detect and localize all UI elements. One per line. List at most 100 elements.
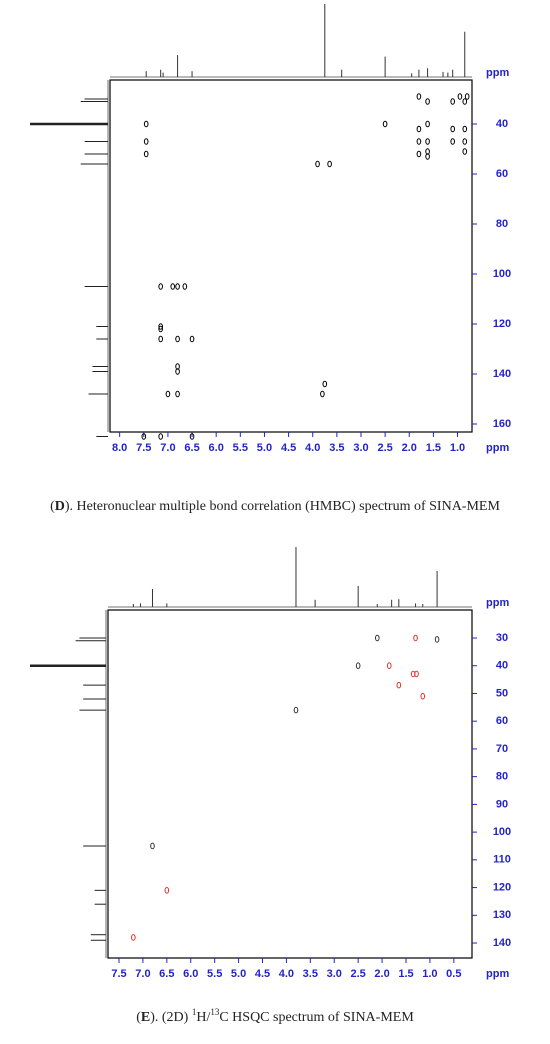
cross-peak [165,390,171,398]
y-tick-label: 90 [496,798,508,810]
x-tick-label: 1.0 [450,442,465,454]
caption: (D). Heteronuclear multiple bond correla… [50,499,500,514]
cross-peak [158,283,163,290]
cross-peak [170,283,176,290]
cross-peak [175,363,180,370]
x-tick-label: 5.0 [257,442,272,454]
cross-peak [434,636,440,643]
x-tick-label: 6.5 [184,442,199,454]
cross-peak [189,433,195,440]
cross-peak [374,634,380,642]
cross-peak [158,325,163,333]
caption-part: E [141,1010,150,1025]
x-tick-label: 3.0 [353,442,368,454]
y-tick-label: 80 [496,771,508,783]
x-tick-label: 7.0 [135,968,150,980]
y-axis-label: ppm [486,597,509,609]
cross-peak [425,138,430,145]
cross-peak [464,93,470,100]
cross-peak [416,125,422,133]
cross-peak [158,323,163,330]
caption-part: ). (2D) [150,1010,192,1025]
x-tick-label: 4.5 [255,968,270,980]
cross-peak [131,934,136,941]
y-tick-label: 100 [493,826,511,838]
cross-peak [425,98,430,105]
y-tick-label: 160 [493,418,511,430]
cross-peak [416,138,422,145]
x-tick-label: 2.0 [374,968,389,980]
cross-peak [322,380,328,388]
cross-peak [158,433,163,440]
x-tick-label: 8.0 [112,442,127,454]
y-tick-label: 140 [493,937,511,949]
cross-peak [382,120,388,128]
caption-part: D [55,499,65,514]
x-tick-label: 7.5 [136,442,151,454]
y-tick-label: 70 [496,743,508,755]
cross-peak [175,368,180,375]
cross-peak [425,148,430,155]
cross-peak [315,160,320,168]
cross-peak [143,120,149,128]
cross-peak [150,842,155,850]
caption: (E). (2D) 1H/13C HSQC spectrum of SINA-M… [136,1007,414,1025]
y-tick-label: 130 [493,909,511,921]
caption-part: H/ [196,1010,210,1025]
cross-peak [320,390,325,398]
spectrum-panel: 8.0 7.5 7.0 6.5 6.0 5.5 5.0 4.5 4.0 3.5 3.0 2.5 2.0 1… [30,4,511,514]
x-tick-label: 4.0 [305,442,320,454]
cross-peak [396,681,402,689]
cross-peak [143,150,149,158]
x-axis-label: ppm [486,442,509,454]
x-tick-label: 2.5 [377,442,392,454]
x-tick-label: 6.5 [159,968,174,980]
x-tick-label: 1.5 [398,968,413,980]
x-tick-label: 2.5 [351,968,366,980]
y-tick-label: 60 [496,168,508,180]
cross-peak [416,93,422,100]
caption-part: 1 [192,1007,197,1017]
x-tick-label: 6.0 [183,968,198,980]
cross-peak [293,706,299,714]
y-tick-label: 40 [496,118,508,130]
cross-peak [413,634,418,642]
cross-peak [355,662,361,670]
x-tick-label: 5.0 [231,968,246,980]
cross-peak [175,335,180,343]
cross-peak [386,662,392,670]
plot-frame [109,79,473,433]
x-tick-label: 0.5 [446,968,461,980]
cross-peak [457,93,463,100]
cross-peak [175,283,180,290]
cross-peak [182,283,188,290]
x-tick-label: 3.5 [303,968,318,980]
cross-peak [462,98,468,105]
cross-peak [425,120,430,128]
x-tick-label: 3.5 [329,442,344,454]
x-tick-label: 1.5 [426,442,441,454]
cross-peak [462,125,468,133]
x-tick-label: 5.5 [207,968,222,980]
x-tick-label: 4.0 [279,968,294,980]
y-tick-label: 120 [493,881,511,893]
x-tick-label: 2.0 [402,442,417,454]
x-axis-label: ppm [486,968,509,980]
cross-peak [175,390,180,398]
x-tick-label: 4.5 [281,442,296,454]
caption-part: ( [50,499,55,514]
x-tick-label: 5.5 [233,442,248,454]
cross-peak [416,150,422,158]
cross-peak [164,887,170,894]
y-tick-label: 50 [496,687,508,699]
y-tick-label: 80 [496,218,508,230]
caption-part: ). Heteronuclear multiple bond correlati… [65,499,501,514]
cross-peak [450,125,455,133]
cross-peak [450,138,455,145]
cross-peak [327,160,332,168]
cross-peak [143,138,149,145]
y-tick-label: 60 [496,715,508,727]
y-axis-label: ppm [486,67,509,79]
cross-peak [414,670,419,678]
